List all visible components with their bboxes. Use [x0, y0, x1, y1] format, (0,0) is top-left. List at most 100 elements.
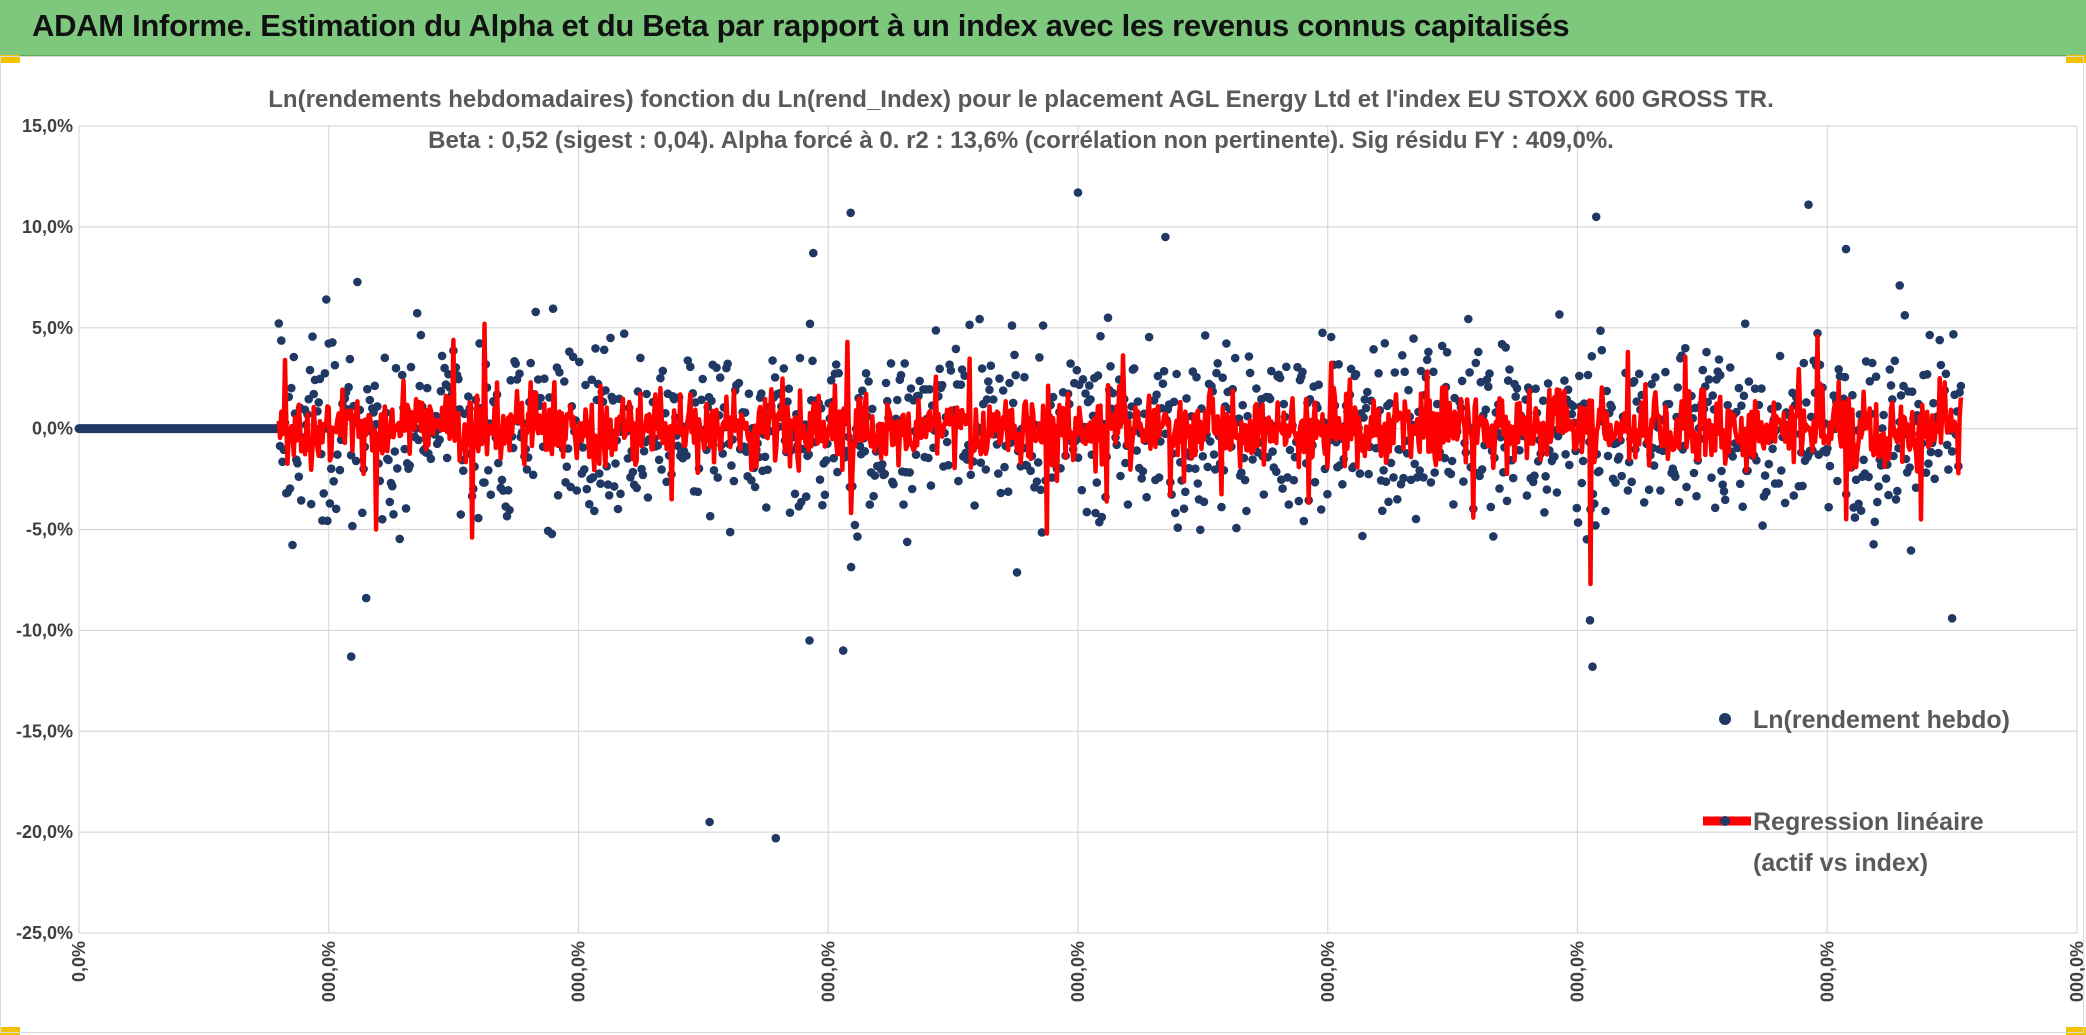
data-point	[1550, 452, 1559, 462]
data-point	[996, 488, 1006, 498]
data-point	[1560, 376, 1569, 385]
data-point	[1171, 508, 1180, 518]
data-point	[915, 376, 924, 386]
data-point	[942, 437, 952, 447]
data-point	[1603, 451, 1613, 461]
data-point	[588, 473, 598, 482]
data-point	[1921, 468, 1931, 478]
data-point	[1209, 450, 1219, 459]
data-point	[1900, 311, 1910, 320]
legend-line-marker-icon	[1720, 816, 1730, 826]
data-point	[1833, 476, 1842, 486]
data-point	[348, 521, 357, 531]
data-point	[729, 476, 739, 486]
data-point	[1949, 330, 1958, 339]
data-point	[808, 356, 817, 366]
data-point	[954, 476, 963, 486]
data-point	[1096, 331, 1105, 341]
data-point	[1775, 351, 1785, 361]
data-point	[1634, 369, 1644, 379]
chart-legend: Ln(rendement hebdo) Regression linéaire …	[1703, 706, 2010, 877]
data-point	[1446, 469, 1456, 479]
data-point	[1930, 474, 1939, 484]
data-point	[456, 510, 466, 519]
data-point	[619, 329, 629, 339]
data-point	[526, 358, 535, 368]
data-point	[869, 491, 878, 501]
data-point	[1133, 397, 1143, 406]
data-point	[1154, 473, 1164, 482]
data-point	[1245, 368, 1255, 378]
data-point	[1410, 459, 1419, 469]
data-point	[1404, 385, 1413, 395]
data-point	[322, 295, 331, 304]
data-point	[1477, 465, 1487, 474]
data-point	[850, 520, 860, 530]
data-point	[391, 363, 401, 373]
data-point	[547, 529, 557, 539]
data-point	[591, 344, 600, 353]
data-point	[1142, 492, 1151, 502]
data-point	[1947, 614, 1957, 623]
return-points	[74, 188, 1966, 843]
data-point	[1213, 359, 1222, 368]
data-point	[705, 817, 714, 827]
data-point	[1078, 375, 1088, 384]
data-point	[1447, 456, 1457, 466]
data-point	[1673, 383, 1683, 392]
data-point	[881, 378, 891, 388]
data-point	[1871, 372, 1881, 382]
data-point	[821, 456, 831, 465]
data-point	[1335, 461, 1345, 470]
data-point	[1351, 370, 1361, 379]
data-point	[1541, 472, 1550, 481]
data-point	[568, 352, 578, 362]
data-point	[596, 479, 605, 489]
data-point	[727, 461, 736, 470]
data-point	[1020, 372, 1029, 382]
data-point	[1138, 467, 1148, 476]
data-point	[400, 444, 410, 454]
data-point	[1156, 437, 1165, 446]
data-point	[572, 486, 582, 495]
data-point	[1924, 459, 1933, 468]
data-point	[1738, 502, 1747, 512]
data-point	[1799, 358, 1809, 368]
x-tick-label: 000,0%	[818, 941, 838, 1002]
data-point	[937, 380, 947, 390]
data-point	[1386, 458, 1396, 468]
data-point	[911, 450, 921, 460]
data-point	[925, 385, 934, 394]
data-point	[1905, 463, 1914, 472]
data-point	[768, 356, 777, 365]
data-point	[744, 389, 754, 399]
data-point	[1389, 473, 1398, 482]
data-point	[1047, 473, 1057, 482]
x-tick-label: 000,0%	[1568, 941, 1588, 1002]
data-point	[1511, 392, 1520, 401]
data-point	[899, 500, 908, 509]
data-point	[1475, 471, 1484, 481]
data-point	[1870, 517, 1880, 527]
data-point	[1886, 381, 1896, 390]
data-point	[870, 471, 880, 480]
data-point	[1502, 496, 1512, 506]
data-point	[833, 467, 842, 477]
data-point	[1629, 376, 1639, 386]
data-point	[697, 395, 706, 405]
data-point	[779, 364, 789, 373]
data-point	[907, 484, 917, 494]
data-point	[475, 339, 484, 348]
data-point	[1132, 446, 1141, 455]
data-point	[1459, 477, 1468, 486]
data-point	[363, 384, 372, 394]
data-point	[1737, 401, 1746, 411]
data-point	[587, 375, 597, 385]
data-point	[1437, 341, 1447, 351]
data-point	[1760, 471, 1770, 480]
data-point	[1888, 395, 1897, 404]
data-point	[285, 484, 295, 493]
data-point	[1323, 489, 1332, 499]
data-point	[1681, 343, 1690, 353]
data-point	[846, 562, 856, 572]
